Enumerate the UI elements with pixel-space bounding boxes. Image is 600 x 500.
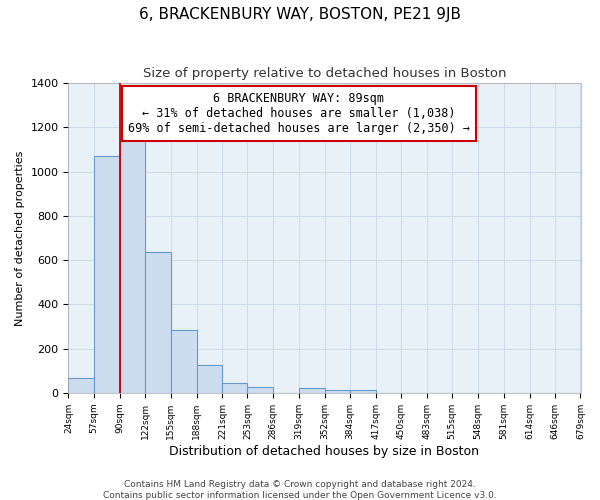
Bar — [223, 383, 247, 393]
Bar — [350, 390, 376, 393]
Bar — [120, 136, 145, 393]
Bar — [197, 365, 223, 393]
X-axis label: Distribution of detached houses by size in Boston: Distribution of detached houses by size … — [169, 444, 479, 458]
Text: 6 BRACKENBURY WAY: 89sqm
← 31% of detached houses are smaller (1,038)
69% of sem: 6 BRACKENBURY WAY: 89sqm ← 31% of detach… — [128, 92, 470, 136]
Title: Size of property relative to detached houses in Boston: Size of property relative to detached ho… — [143, 68, 506, 80]
Text: Contains HM Land Registry data © Crown copyright and database right 2024.
Contai: Contains HM Land Registry data © Crown c… — [103, 480, 497, 500]
Text: 6, BRACKENBURY WAY, BOSTON, PE21 9JB: 6, BRACKENBURY WAY, BOSTON, PE21 9JB — [139, 8, 461, 22]
Bar — [145, 252, 171, 393]
Bar — [94, 156, 120, 393]
Bar — [247, 388, 273, 393]
Bar — [299, 388, 325, 393]
Y-axis label: Number of detached properties: Number of detached properties — [15, 150, 25, 326]
Bar — [68, 378, 94, 393]
Bar — [171, 330, 197, 393]
Bar — [325, 390, 350, 393]
